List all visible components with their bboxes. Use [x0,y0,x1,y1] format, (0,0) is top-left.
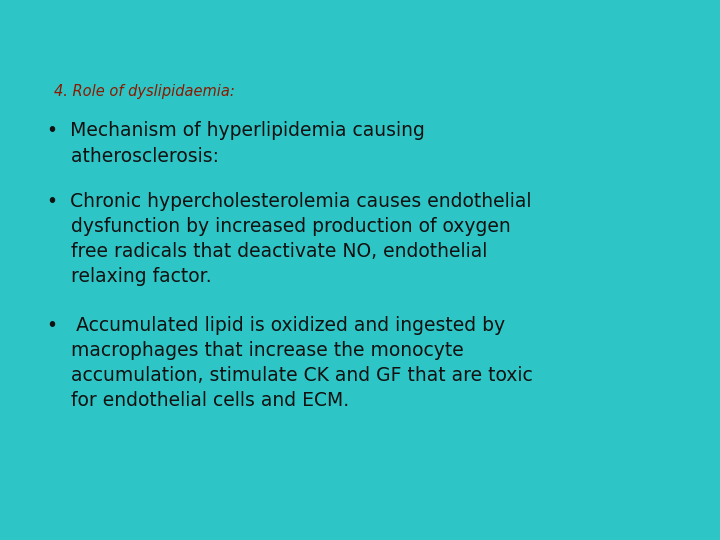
Text: •  Chronic hypercholesterolemia causes endothelial
    dysfunction by increased : • Chronic hypercholesterolemia causes en… [47,192,531,286]
Text: •  Mechanism of hyperlipidemia causing
    atherosclerosis:: • Mechanism of hyperlipidemia causing at… [47,122,425,165]
Text: 4. Role of dyslipidaemia:: 4. Role of dyslipidaemia: [54,84,235,99]
Text: •   Accumulated lipid is oxidized and ingested by
    macrophages that increase : • Accumulated lipid is oxidized and inge… [47,316,533,410]
